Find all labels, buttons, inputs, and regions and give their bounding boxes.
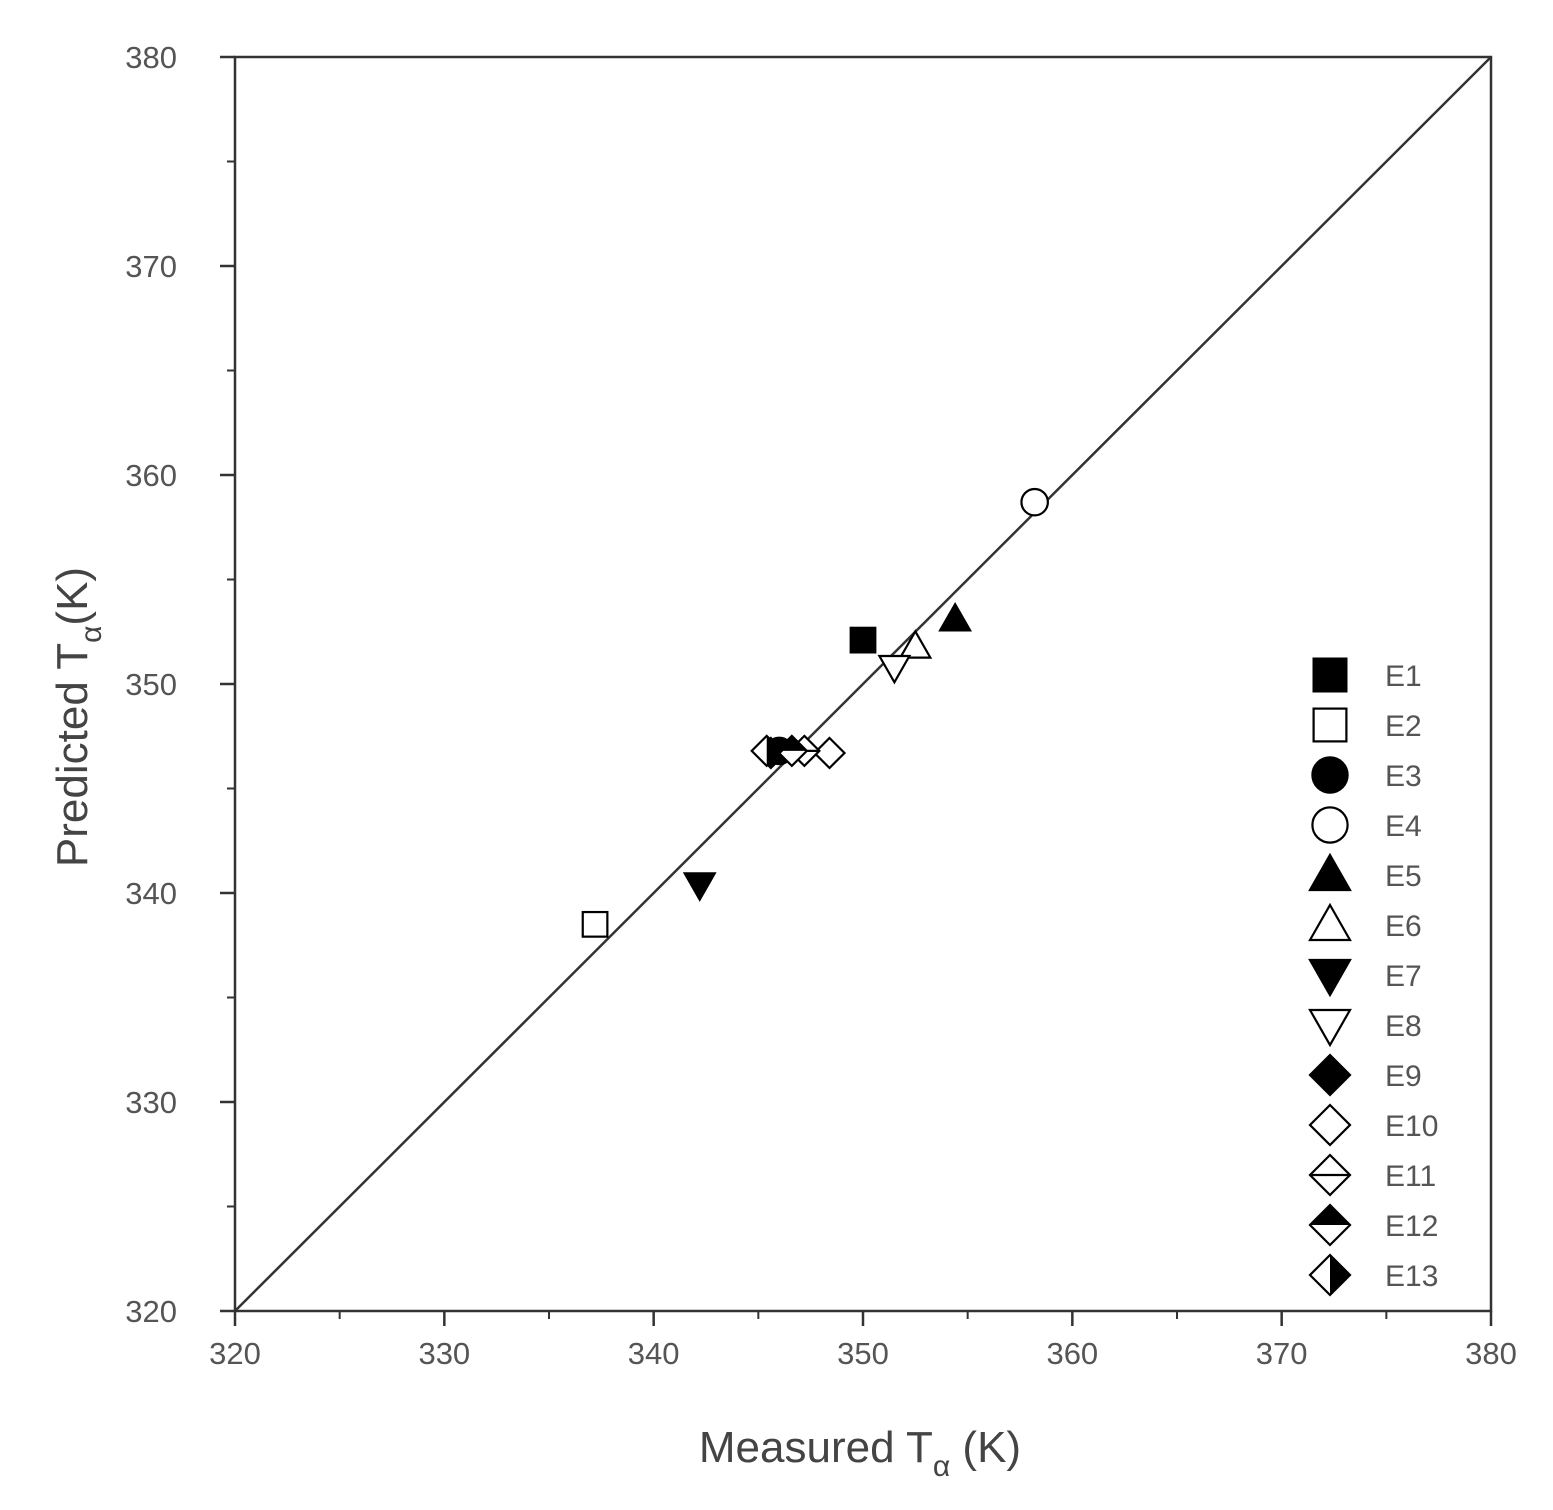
legend-label-e1: E1 [1385,660,1422,693]
marker-square-open [1312,707,1348,743]
y-tick-label: 370 [125,249,177,284]
legend-marker-e1 [1312,657,1348,693]
x-tick-label: 340 [628,1336,680,1371]
marker-triangle-down-filled [682,872,717,902]
marker-triangle-down-filled [1308,958,1352,998]
marker-circle-filled [1311,756,1349,794]
legend-marker-e13 [1308,1253,1352,1297]
legend-label-e10: E10 [1385,1110,1438,1143]
marker-triangle-up-open [898,629,933,659]
point-e13 [750,734,784,768]
marker-diamond-open [1308,1103,1352,1147]
marker-square-open [581,910,609,938]
legend-marker-e9 [1308,1053,1352,1097]
reference-line-group [234,56,1492,1312]
legend-label-e8: E8 [1385,1010,1422,1043]
legend-label-e9: E9 [1385,1060,1422,1093]
marker-triangle-up-filled [1308,852,1352,892]
point-e12 [775,734,809,768]
legend-marker-e10 [1308,1103,1352,1147]
x-tick-label: 360 [1046,1336,1098,1371]
legend-marker-e5 [1308,852,1352,892]
point-e2 [581,910,609,938]
legend-label-e2: E2 [1385,710,1422,743]
point-e6 [898,629,933,659]
legend-marker-e4 [1311,806,1349,844]
x-axis-title-prefix: Measured T [699,1423,933,1472]
point-e5 [938,601,973,632]
legend-marker-e12 [1308,1203,1352,1247]
legend: E1 E2 E3 E4 E5 E6 E7 E8 E9 E10 E11 E12 E13 [1308,657,1438,1297]
legend-label-e5: E5 [1385,860,1422,893]
legend-marker-e11 [1308,1153,1352,1197]
marker-diamond-right-half [766,735,782,766]
point-e8 [877,654,912,685]
legend-marker-e3 [1311,756,1349,794]
y-axis-title-prefix: Predicted T [48,643,97,867]
x-tick-label: 350 [837,1336,889,1371]
legend-label-e13: E13 [1385,1260,1438,1293]
legend-label-e3: E3 [1385,760,1422,793]
marker-diamond-right-half [1330,1255,1350,1295]
x-tick-label: 380 [1465,1336,1517,1371]
x-axis-title: Measured Tα (K) [699,1423,1021,1483]
point-e7 [682,872,717,902]
marker-triangle-down-open [877,654,912,685]
marker-diamond-filled [1308,1053,1352,1097]
y-axis-title-subscript: α [75,626,108,643]
marker-diamond-top-half [776,735,807,751]
legend-marker-e7 [1308,958,1352,998]
x-axis-title-subscript: α [933,1450,950,1483]
y-tick-label: 320 [125,1294,177,1329]
marker-square-filled [1312,657,1348,693]
legend-label-e6: E6 [1385,910,1422,943]
axis-ticks: 320 330 340 350 360 370 380 320 330 340 350 360 370 3… [125,40,1517,1371]
point-e10 [812,736,847,770]
marker-triangle-up-filled [938,601,973,632]
marker-diamond-open [812,736,847,770]
legend-marker-e6 [1308,902,1352,942]
legend-label-e11: E11 [1385,1160,1436,1193]
legend-label-e12: E12 [1385,1210,1438,1243]
marker-triangle-down-open [1308,1008,1352,1048]
data-points [581,487,1049,938]
y-tick-label: 330 [125,1085,177,1120]
reference-line [234,56,1492,1312]
x-tick-label: 320 [209,1336,261,1371]
y-tick-label: 340 [125,876,177,911]
marker-circle-open [1311,806,1349,844]
marker-circle-open [1020,487,1049,517]
y-axis-title: Predicted Tα(K) [48,567,108,867]
legend-label-e4: E4 [1385,810,1422,843]
legend-label-e7: E7 [1385,960,1422,993]
point-e1 [849,626,877,654]
y-axis-title-suffix: (K) [48,567,97,626]
marker-diamond-top-half [1310,1205,1350,1225]
x-axis-title-suffix: (K) [950,1423,1021,1472]
x-tick-label: 330 [418,1336,470,1371]
x-tick-label: 370 [1256,1336,1308,1371]
y-tick-label: 360 [125,458,177,493]
legend-marker-e2 [1312,707,1348,743]
y-tick-label: 380 [125,40,177,75]
marker-square-filled [849,626,877,654]
y-tick-label: 350 [125,667,177,702]
point-e4 [1020,487,1049,517]
legend-marker-e8 [1308,1008,1352,1048]
marker-triangle-up-open [1308,902,1352,942]
